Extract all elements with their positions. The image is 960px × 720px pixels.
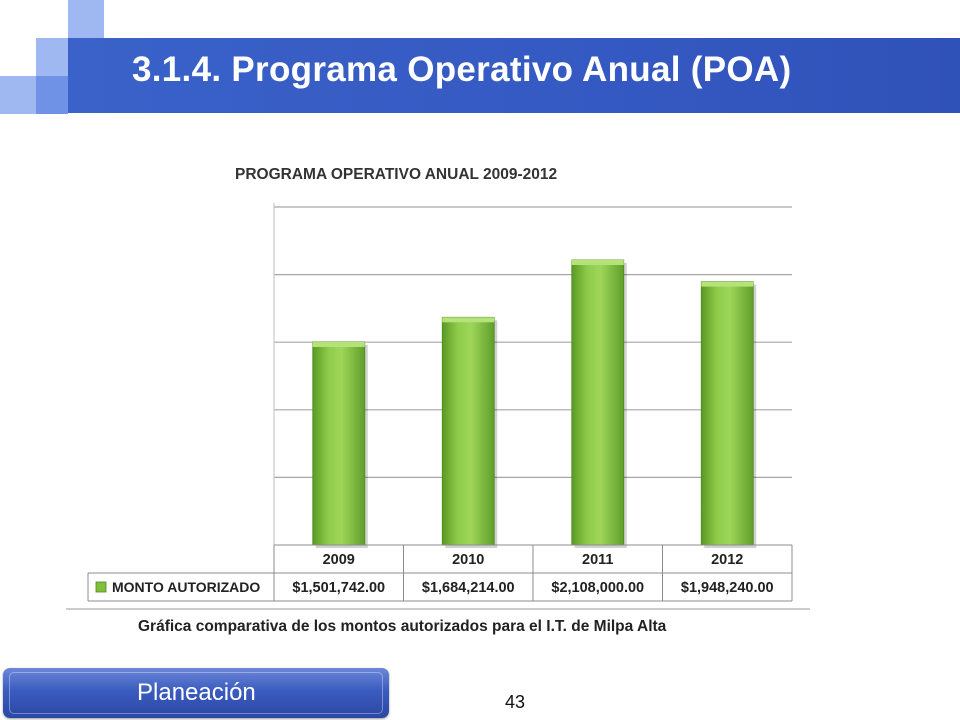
decor-square-4: [36, 76, 68, 114]
title-bar: [68, 38, 960, 113]
bar-2009: [312, 341, 366, 546]
bar-2010: [441, 316, 495, 546]
chart-caption: Gráfica comparativa de los montos autori…: [138, 618, 667, 635]
chart-panel: PROGRAMA OPERATIVO ANUAL 2009-2012 2009 2…: [66, 147, 810, 611]
bar-cap: [442, 317, 495, 323]
data-label: $1,684,214.00: [422, 580, 515, 596]
chart-title: PROGRAMA OPERATIVO ANUAL 2009-2012: [235, 166, 557, 183]
bar-cap: [312, 341, 365, 347]
category-label: 2011: [582, 552, 613, 568]
data-label: $1,501,742.00: [292, 580, 385, 596]
data-label: $1,948,240.00: [681, 580, 774, 596]
data-label: $2,108,000.00: [551, 580, 644, 596]
bar-2011: [571, 259, 625, 546]
bar-cap: [571, 259, 624, 265]
bar-chart: PROGRAMA OPERATIVO ANUAL 2009-2012 2009 2…: [66, 166, 810, 610]
page-number: 43: [505, 692, 526, 712]
data-table: 2009 2010 2011 2012 MONTO AUTORIZADO $1,501,7…: [87, 544, 793, 602]
section-tab-frame: [9, 672, 383, 714]
decor-square-3: [0, 76, 36, 114]
bar-2012: [700, 281, 754, 546]
category-label: 2010: [452, 552, 484, 568]
category-label: 2012: [711, 552, 743, 568]
decor-square-1: [68, 0, 104, 38]
section-tab[interactable]: [3, 668, 389, 718]
legend-key: [95, 581, 107, 593]
section-label: Planeación: [137, 679, 256, 706]
category-label: 2009: [323, 552, 355, 568]
slide-title: 3.1.4. Programa Operativo Anual (POA): [132, 50, 792, 89]
legend-series-name: MONTO AUTORIZADO: [112, 579, 260, 595]
bar-cap: [701, 281, 754, 287]
bars: [312, 259, 757, 548]
decor-square-2: [36, 38, 68, 76]
